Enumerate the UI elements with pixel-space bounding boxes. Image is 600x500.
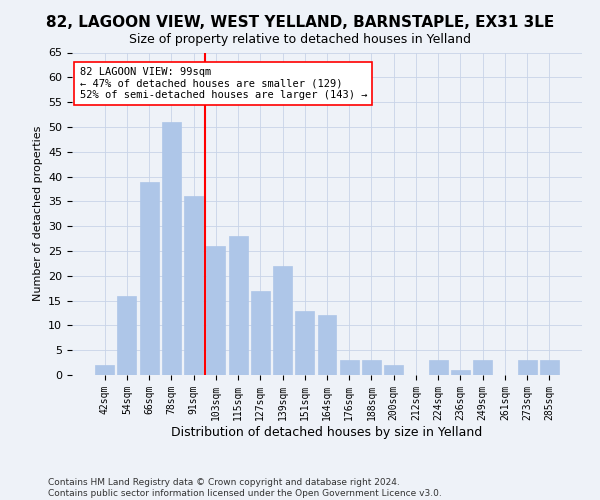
Bar — [295, 310, 314, 375]
Bar — [518, 360, 536, 375]
Bar — [317, 316, 337, 375]
Bar — [473, 360, 492, 375]
Text: 82 LAGOON VIEW: 99sqm
← 47% of detached houses are smaller (129)
52% of semi-det: 82 LAGOON VIEW: 99sqm ← 47% of detached … — [80, 67, 367, 100]
Bar — [340, 360, 359, 375]
X-axis label: Distribution of detached houses by size in Yelland: Distribution of detached houses by size … — [172, 426, 482, 438]
Bar — [118, 296, 136, 375]
Bar — [273, 266, 292, 375]
Bar — [362, 360, 381, 375]
Bar — [540, 360, 559, 375]
Text: 82, LAGOON VIEW, WEST YELLAND, BARNSTAPLE, EX31 3LE: 82, LAGOON VIEW, WEST YELLAND, BARNSTAPL… — [46, 15, 554, 30]
Text: Contains HM Land Registry data © Crown copyright and database right 2024.
Contai: Contains HM Land Registry data © Crown c… — [48, 478, 442, 498]
Bar — [95, 365, 114, 375]
Bar — [251, 290, 270, 375]
Bar — [429, 360, 448, 375]
Bar — [384, 365, 403, 375]
Bar — [162, 122, 181, 375]
Bar — [451, 370, 470, 375]
Bar — [206, 246, 225, 375]
Y-axis label: Number of detached properties: Number of detached properties — [32, 126, 43, 302]
Bar — [184, 196, 203, 375]
Bar — [229, 236, 248, 375]
Text: Size of property relative to detached houses in Yelland: Size of property relative to detached ho… — [129, 32, 471, 46]
Bar — [140, 182, 158, 375]
